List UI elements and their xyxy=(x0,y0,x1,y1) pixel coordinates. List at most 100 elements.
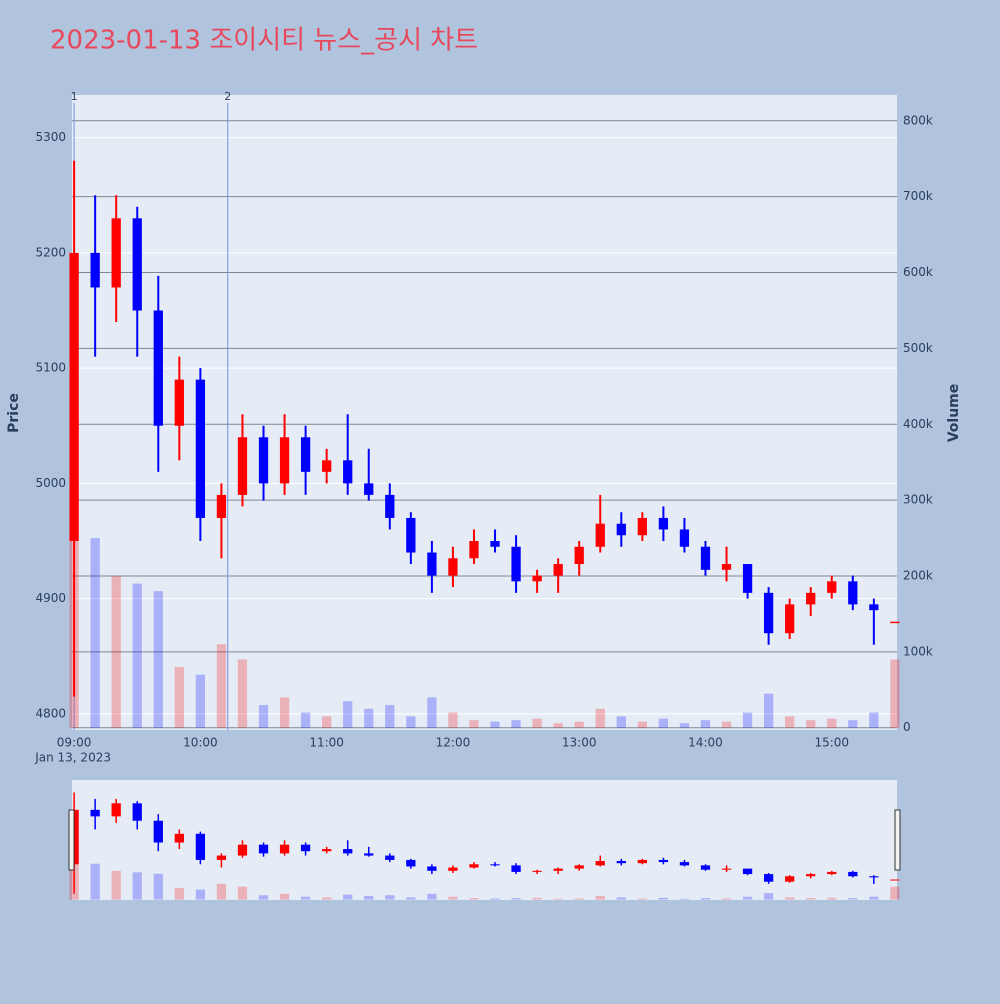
slider-candle-body xyxy=(195,833,206,860)
slider-volume-bar xyxy=(616,897,626,900)
candle-body xyxy=(785,604,795,634)
x-tick-label: 15:00 xyxy=(814,736,849,750)
volume-bar xyxy=(848,720,858,728)
y2-tick-label: 600k xyxy=(903,265,933,279)
volume-bar xyxy=(322,716,332,728)
candle-body xyxy=(237,437,248,495)
slider-handle-right[interactable] xyxy=(894,809,901,871)
slider-volume-bar xyxy=(490,898,500,900)
volume-bar xyxy=(595,708,605,728)
volume-bar xyxy=(174,667,184,728)
volume-bar xyxy=(448,712,458,728)
y-tick-label: 5300 xyxy=(35,130,66,144)
slider-volume-bar xyxy=(469,898,479,900)
slider-candle-body xyxy=(153,820,163,843)
slider-candle-body xyxy=(511,865,521,872)
slider-volume-bar xyxy=(595,895,605,900)
slider-candle-body xyxy=(469,864,479,868)
candle-body xyxy=(511,546,521,582)
slider-candle-body xyxy=(258,844,269,854)
slider-volume-bar xyxy=(700,898,711,900)
volume-bar xyxy=(406,716,416,728)
slider-candle-body xyxy=(448,867,458,871)
y2-tick-label: 800k xyxy=(903,113,933,127)
candle-body xyxy=(658,517,669,530)
x-date-label: Jan 13, 2023 xyxy=(34,751,111,765)
volume-bar xyxy=(216,644,227,728)
volume-bar xyxy=(890,659,900,728)
y-axis-title: Price xyxy=(6,393,22,433)
slider-volume-bar xyxy=(658,897,669,900)
candle-body xyxy=(742,564,753,593)
volume-bar xyxy=(385,704,395,728)
slider-candle-body xyxy=(216,855,227,860)
slider-candle-body xyxy=(763,874,774,882)
slider-candle-body xyxy=(848,871,858,877)
slider-volume-bar xyxy=(574,898,584,900)
slider-volume-bar xyxy=(511,898,521,900)
slider-volume-bar xyxy=(869,896,879,900)
slider-candle-body xyxy=(532,870,542,872)
slider-candle-body xyxy=(827,871,837,875)
slider-candle-body xyxy=(364,853,374,856)
volume-bar xyxy=(658,718,669,728)
slider-volume-bar xyxy=(553,898,563,900)
slider-volume-bar xyxy=(153,873,163,900)
volume-bar xyxy=(427,697,437,728)
x-tick-label: 09:00 xyxy=(57,736,92,750)
slider-volume-bar xyxy=(195,889,206,900)
slider-volume-bar xyxy=(216,883,227,900)
volume-bar xyxy=(258,704,269,728)
candle-body xyxy=(827,581,837,593)
volume-bar xyxy=(237,659,248,728)
candle-body xyxy=(90,252,100,288)
candle-body xyxy=(300,437,311,472)
candle-body xyxy=(869,604,879,611)
slider-volume-bar xyxy=(890,886,900,900)
slider-candle-body xyxy=(658,859,669,863)
slider-candle-body xyxy=(637,859,647,864)
y2-tick-label: 700k xyxy=(903,189,933,203)
slider-volume-bar xyxy=(785,897,795,900)
slider-volume-bar xyxy=(174,888,184,900)
slider-candle-body xyxy=(700,865,711,870)
slider-volume-bar xyxy=(258,895,269,900)
slider-volume-bar xyxy=(237,886,248,900)
volume-bar xyxy=(300,712,311,728)
slider-volume-bar xyxy=(343,894,353,900)
y2-tick-label: 100k xyxy=(903,644,933,658)
slider-volume-bar xyxy=(300,896,311,900)
volume-bar xyxy=(553,723,563,728)
volume-bar xyxy=(742,712,753,728)
volume-bar xyxy=(111,575,121,728)
candle-body xyxy=(132,218,142,311)
slider-candle-body xyxy=(279,844,290,854)
y-tick-label: 5100 xyxy=(35,361,66,375)
volume-bar xyxy=(763,693,774,728)
annotation-label: 1 xyxy=(71,90,78,103)
slider-candle-body xyxy=(595,861,605,866)
range-slider[interactable] xyxy=(72,780,897,900)
volume-bar xyxy=(616,716,626,728)
y-tick-label: 4900 xyxy=(35,591,66,605)
candle-body xyxy=(111,218,121,288)
candle-body xyxy=(195,379,206,518)
y2-axis-title: Volume xyxy=(946,384,962,443)
candle-body xyxy=(469,540,479,559)
volume-bar xyxy=(785,716,795,728)
volume-bar xyxy=(806,720,816,728)
candle-body xyxy=(637,517,647,536)
candle-body xyxy=(279,437,290,484)
volume-bar xyxy=(195,674,206,728)
y-tick-label: 5200 xyxy=(35,245,66,259)
candle-body xyxy=(364,483,374,495)
slider-volume-bar xyxy=(532,897,542,900)
volume-bar xyxy=(90,538,100,728)
volume-bar xyxy=(153,591,163,728)
candle-body xyxy=(553,564,563,576)
slider-volume-bar xyxy=(279,893,290,900)
slider-handle-left[interactable] xyxy=(68,809,75,871)
volume-bar xyxy=(679,723,690,728)
slider-candle-body xyxy=(343,849,353,854)
